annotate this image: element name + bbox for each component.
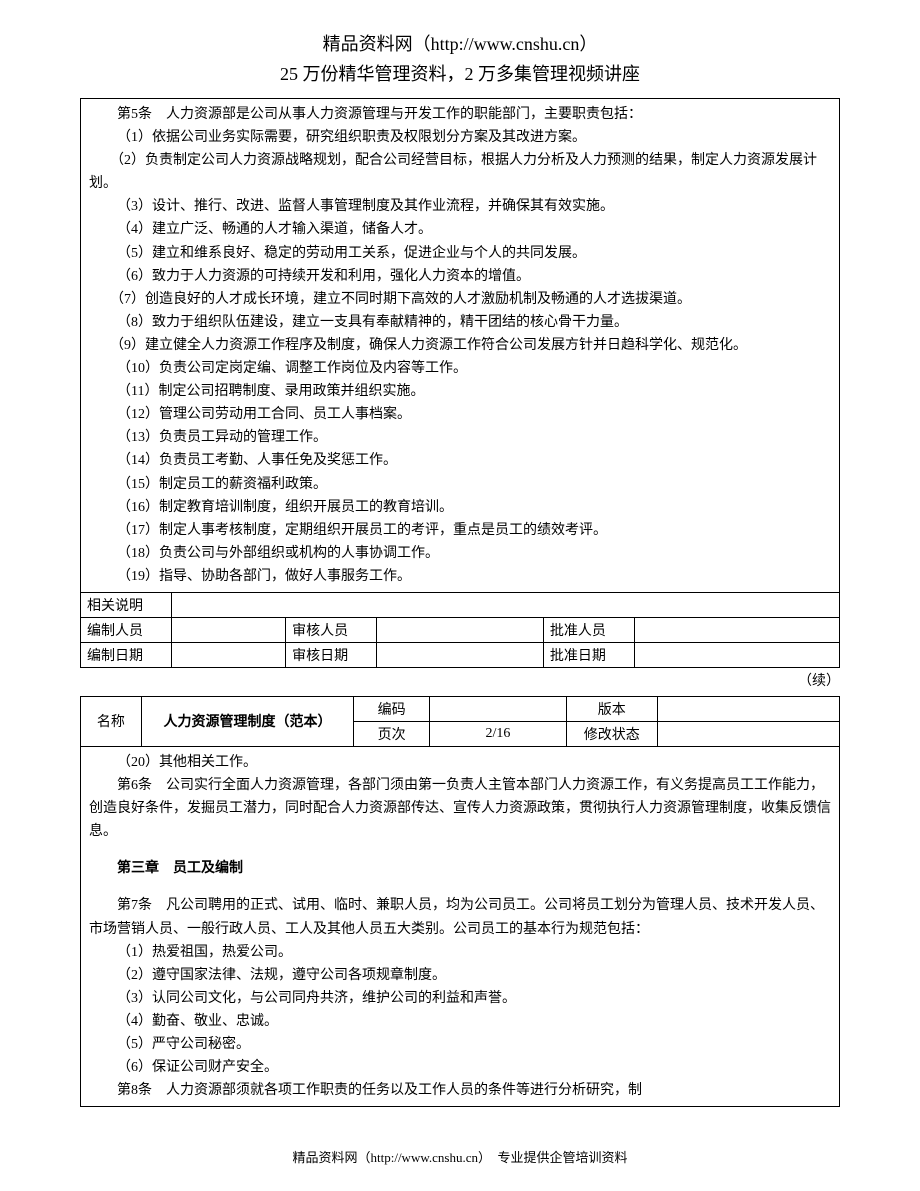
article-5-item: （1）依据公司业务实际需要，研究组织职责及权限划分方案及其改进方案。 xyxy=(89,126,831,149)
article-5-item: （16）制定教育培训制度，组织开展员工的教育培训。 xyxy=(89,496,831,519)
signature-table: 相关说明 编制人员 审核人员 批准人员 编制日期 审核日期 批准日期 xyxy=(81,592,839,667)
article-7-item: （3）认同公司文化，与公司同舟共济，维护公司的利益和声誉。 xyxy=(89,987,831,1010)
revision-label: 修改状态 xyxy=(566,721,657,746)
prepared-date-label: 编制日期 xyxy=(81,642,172,667)
article-5-item: （19）指导、协助各部门，做好人事服务工作。 xyxy=(89,565,831,588)
prepared-by-label: 编制人员 xyxy=(81,617,172,642)
article-5-item: （6）致力于人力资源的可持续开发和利用，强化人力资本的增值。 xyxy=(89,265,831,288)
continued-label: （续） xyxy=(80,668,840,696)
table-row: 编制人员 审核人员 批准人员 xyxy=(81,617,839,642)
related-notes-label: 相关说明 xyxy=(81,592,172,617)
article-5-item: （3）设计、推行、改进、监督人事管理制度及其作业流程，并确保其有效实施。 xyxy=(89,195,831,218)
article-5-item: （10）负责公司定岗定编、调整工作岗位及内容等工作。 xyxy=(89,357,831,380)
article-5-item: （9）建立健全人力资源工作程序及制度，确保人力资源工作符合公司发展方针并日趋科学… xyxy=(89,334,831,357)
article-5-item-20: （20）其他相关工作。 xyxy=(89,751,831,774)
related-notes-value xyxy=(172,592,839,617)
chapter-3-heading: 第三章 员工及编制 xyxy=(89,857,831,880)
article-5-content: 第5条 人力资源部是公司从事人力资源管理与开发工作的职能部门，主要职责包括： （… xyxy=(81,99,839,592)
spacer xyxy=(89,880,831,894)
article-6: 第6条 公司实行全面人力资源管理，各部门须由第一负责人主管本部门人力资源工作，有… xyxy=(89,774,831,843)
article-7: 第7条 凡公司聘用的正式、试用、临时、兼职人员，均为公司员工。公司将员工划分为管… xyxy=(89,894,831,940)
approved-by-label: 批准人员 xyxy=(543,617,634,642)
article-5-item: （7）创造良好的人才成长环境，建立不同时期下高效的人才激励机制及畅通的人才选拔渠… xyxy=(89,288,831,311)
page-label: 页次 xyxy=(354,721,430,746)
page-value: 2/16 xyxy=(430,721,567,746)
section-box-2: （20）其他相关工作。 第6条 公司实行全面人力资源管理，各部门须由第一负责人主… xyxy=(80,747,840,1107)
approved-date-value xyxy=(634,642,839,667)
version-label: 版本 xyxy=(566,696,657,721)
version-value xyxy=(657,696,839,721)
article-7-item: （2）遵守国家法律、法规，遵守公司各项规章制度。 xyxy=(89,964,831,987)
prepared-by-value xyxy=(172,617,286,642)
article-5-item: （2）负责制定公司人力资源战略规划，配合公司经营目标，根据人力分析及人力预测的结… xyxy=(89,149,831,195)
article-5-item: （4）建立广泛、畅通的人才输入渠道，储备人才。 xyxy=(89,218,831,241)
section-2-content: （20）其他相关工作。 第6条 公司实行全面人力资源管理，各部门须由第一负责人主… xyxy=(81,747,839,1106)
article-7-item: （5）严守公司秘密。 xyxy=(89,1033,831,1056)
section-box-1: 第5条 人力资源部是公司从事人力资源管理与开发工作的职能部门，主要职责包括： （… xyxy=(80,98,840,668)
article-5-item: （15）制定员工的薪资福利政策。 xyxy=(89,473,831,496)
article-5-item: （13）负责员工异动的管理工作。 xyxy=(89,426,831,449)
article-7-item: （6）保证公司财产安全。 xyxy=(89,1056,831,1079)
document-page: 精品资料网（http://www.cnshu.cn） 25 万份精华管理资料，2… xyxy=(0,0,920,1186)
article-5-item: （8）致力于组织队伍建设，建立一支具有奉献精神的，精干团结的核心骨干力量。 xyxy=(89,311,831,334)
table-row: 名称 人力资源管理制度（范本） 编码 版本 xyxy=(81,696,840,721)
article-5-item: （5）建立和维系良好、稳定的劳动用工关系，促进企业与个人的共同发展。 xyxy=(89,242,831,265)
article-5-intro: 第5条 人力资源部是公司从事人力资源管理与开发工作的职能部门，主要职责包括： xyxy=(89,103,831,126)
article-5-item: （17）制定人事考核制度，定期组织开展员工的考评，重点是员工的绩效考评。 xyxy=(89,519,831,542)
header-line-2: 25 万份精华管理资料，2 万多集管理视频讲座 xyxy=(80,60,840,86)
article-7-item: （1）热爱祖国，热爱公司。 xyxy=(89,941,831,964)
approved-date-label: 批准日期 xyxy=(543,642,634,667)
spacer xyxy=(89,843,831,857)
document-header-table: 名称 人力资源管理制度（范本） 编码 版本 页次 2/16 修改状态 xyxy=(80,696,840,747)
article-5-item: （11）制定公司招聘制度、录用政策并组织实施。 xyxy=(89,380,831,403)
reviewed-by-label: 审核人员 xyxy=(286,617,377,642)
doc-title: 人力资源管理制度（范本） xyxy=(141,696,354,746)
article-7-item: （4）勤奋、敬业、忠诚。 xyxy=(89,1010,831,1033)
reviewed-date-label: 审核日期 xyxy=(286,642,377,667)
code-value xyxy=(430,696,567,721)
table-row: 编制日期 审核日期 批准日期 xyxy=(81,642,839,667)
article-8: 第8条 人力资源部须就各项工作职责的任务以及工作人员的条件等进行分析研究，制 xyxy=(89,1079,831,1102)
table-row: 相关说明 xyxy=(81,592,839,617)
name-label: 名称 xyxy=(81,696,142,746)
article-5-item: （18）负责公司与外部组织或机构的人事协调工作。 xyxy=(89,542,831,565)
reviewed-date-value xyxy=(377,642,544,667)
header-line-1: 精品资料网（http://www.cnshu.cn） xyxy=(80,30,840,56)
approved-by-value xyxy=(634,617,839,642)
article-5-item: （12）管理公司劳动用工合同、员工人事档案。 xyxy=(89,403,831,426)
page-footer: 精品资料网（http://www.cnshu.cn） 专业提供企管培训资料 xyxy=(80,1147,840,1166)
reviewed-by-value xyxy=(377,617,544,642)
revision-value xyxy=(657,721,839,746)
article-5-item: （14）负责员工考勤、人事任免及奖惩工作。 xyxy=(89,449,831,472)
prepared-date-value xyxy=(172,642,286,667)
code-label: 编码 xyxy=(354,696,430,721)
